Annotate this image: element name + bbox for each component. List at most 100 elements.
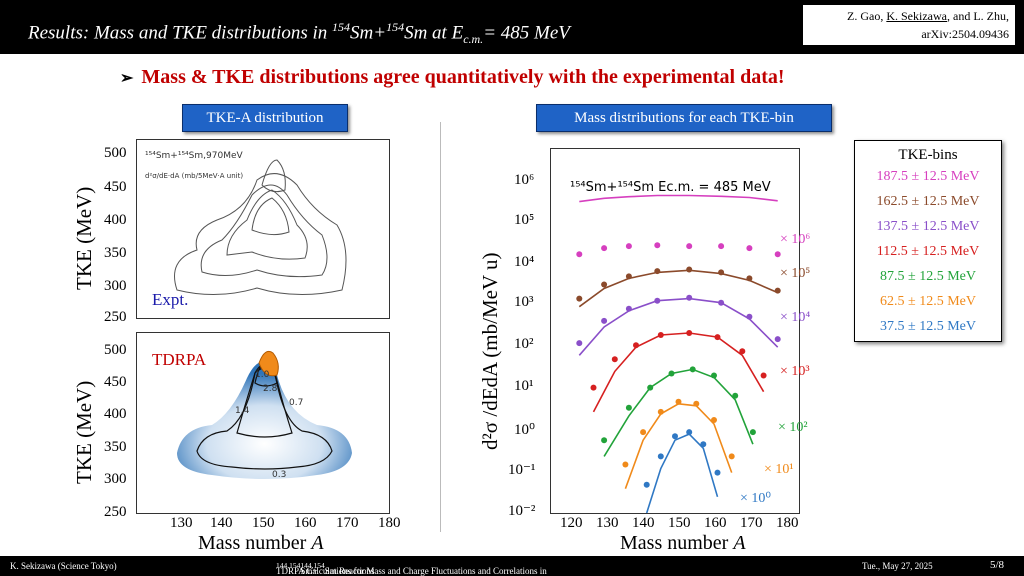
multiplier-label: × 10⁶ [780, 232, 811, 247]
y-tick: 10² [514, 336, 534, 352]
expt-panel: ¹⁵⁴Sm+¹⁵⁴Sm,970MeV d²σ/dE·dA (mb/5MeV·A … [136, 139, 390, 319]
data-point [749, 429, 756, 436]
x-tick: 150 [668, 515, 691, 531]
citation-box: Z. Gao, K. Sekizawa, and L. Zhu, arXiv:2… [802, 4, 1016, 46]
data-point [732, 392, 739, 399]
multiplier-label: × 10⁴ [780, 310, 811, 325]
data-point [718, 269, 725, 276]
x-tick: 140 [632, 515, 655, 531]
x-tick: 180 [378, 515, 401, 531]
slide-title: Results: Mass and TKE distributions in 1… [28, 20, 570, 47]
data-point [576, 340, 583, 347]
left-x-label: Mass number A [198, 532, 324, 555]
arxiv-id: arXiv:2504.09436 [921, 27, 1009, 41]
tdrpa-peak-region [258, 350, 279, 377]
expt-contour [251, 197, 290, 236]
data-point [576, 295, 583, 302]
data-point [686, 266, 693, 273]
contour-label: 1.4 [235, 406, 250, 416]
data-point [601, 245, 608, 252]
data-point [647, 384, 654, 391]
footer-text: Sm Reactions [324, 566, 375, 576]
data-point [746, 245, 753, 252]
footer-date: Tue., May 27, 2025 [862, 561, 933, 571]
title-text: Sm at E [404, 22, 464, 44]
column-divider [440, 122, 441, 532]
contour-label: 1.0 [255, 370, 270, 380]
legend-entry: 37.5 ± 12.5 MeV [880, 319, 976, 334]
legend-entry: 162.5 ± 12.5 MeV [876, 194, 980, 209]
expt-inset-unit: d²σ/dE·dA (mb/5MeV·A unit) [145, 172, 243, 180]
contour-label: 2.8 [263, 384, 278, 394]
footer-sup: 144,154 [276, 561, 301, 570]
data-point [686, 294, 693, 301]
expt-inset-title: ¹⁵⁴Sm+¹⁵⁴Sm,970MeV [145, 151, 243, 161]
x-tick: 160 [704, 515, 727, 531]
x-label-var: A [733, 532, 746, 554]
x-tick: 140 [210, 515, 233, 531]
data-point [693, 400, 700, 407]
theory-line [592, 332, 765, 413]
contour-label: 0.3 [272, 470, 286, 480]
y-tick: 250 [104, 309, 127, 325]
data-point [746, 313, 753, 320]
legend-entry: 187.5 ± 12.5 MeV [876, 169, 980, 184]
y-tick: 400 [104, 406, 127, 422]
tdrpa-panel: 1.0 2.8 1.4 0.7 0.3 [136, 332, 390, 514]
y-tick: 10⁻² [508, 503, 536, 519]
data-point [601, 281, 608, 288]
x-tick: 150 [252, 515, 275, 531]
x-tick: 170 [740, 515, 763, 531]
legend-entry: 62.5 ± 12.5 MeV [880, 294, 976, 309]
title-text: Results: Mass and TKE distributions in [28, 22, 333, 44]
title-mass-number: 154 [386, 20, 405, 34]
arrow-bullet-icon: ➢ [120, 70, 134, 87]
y-tick: 10⁰ [514, 422, 536, 438]
data-point [746, 275, 753, 282]
y-tick: 250 [104, 504, 127, 520]
chart-inset-label: ¹⁵⁴Sm+¹⁵⁴Sm Ec.m. = 485 MeV [570, 180, 771, 195]
x-tick: 130 [170, 515, 193, 531]
data-point [625, 404, 632, 411]
expt-contour [226, 189, 308, 260]
key-message: ➢ Mass & TKE distributions agree quantita… [120, 66, 785, 89]
y-tick: 10⁻¹ [508, 462, 536, 478]
y-tick: 500 [104, 145, 127, 161]
data-point [657, 332, 664, 338]
title-text: Sm+ [350, 22, 387, 44]
page-number: 5/8 [990, 559, 1005, 571]
author-text: , and L. Zhu, [947, 9, 1009, 23]
tdrpa-outer-region [177, 361, 352, 479]
data-point [686, 429, 693, 436]
expt-contour [261, 159, 286, 193]
x-tick: 160 [294, 515, 317, 531]
data-point [657, 453, 664, 460]
data-point [654, 268, 661, 275]
key-message-text: Mass & TKE distributions agree quantitat… [141, 66, 785, 88]
author-highlight: K. Sekizawa [886, 9, 947, 23]
data-point [686, 330, 693, 336]
x-label-text: Mass number [620, 532, 734, 554]
y-tick: 350 [104, 245, 127, 261]
data-point [657, 408, 664, 415]
multiplier-label: × 10¹ [764, 462, 794, 477]
footer-talk-title: TDRPA Calculations for Mass and Charge F… [276, 561, 547, 576]
data-point [718, 299, 725, 306]
y-tick: 450 [104, 374, 127, 390]
data-point [760, 372, 767, 379]
tag-tke-a: TKE-A distribution [182, 104, 348, 132]
theory-line [578, 297, 779, 356]
data-point [633, 342, 639, 349]
title-mass-number: 154 [332, 20, 351, 34]
theory-line [624, 402, 733, 489]
footer-text: TDRPA Calculations for Mass and Charge F… [276, 566, 547, 576]
multiplier-label: × 10⁰ [740, 491, 772, 506]
data-point [601, 437, 608, 444]
theory-line [579, 194, 778, 203]
y-tick: 300 [104, 278, 127, 294]
x-label-var: A [311, 532, 324, 554]
data-point [711, 372, 717, 379]
y-tick: 350 [104, 439, 127, 455]
theory-line [578, 269, 779, 308]
data-point [622, 461, 629, 468]
